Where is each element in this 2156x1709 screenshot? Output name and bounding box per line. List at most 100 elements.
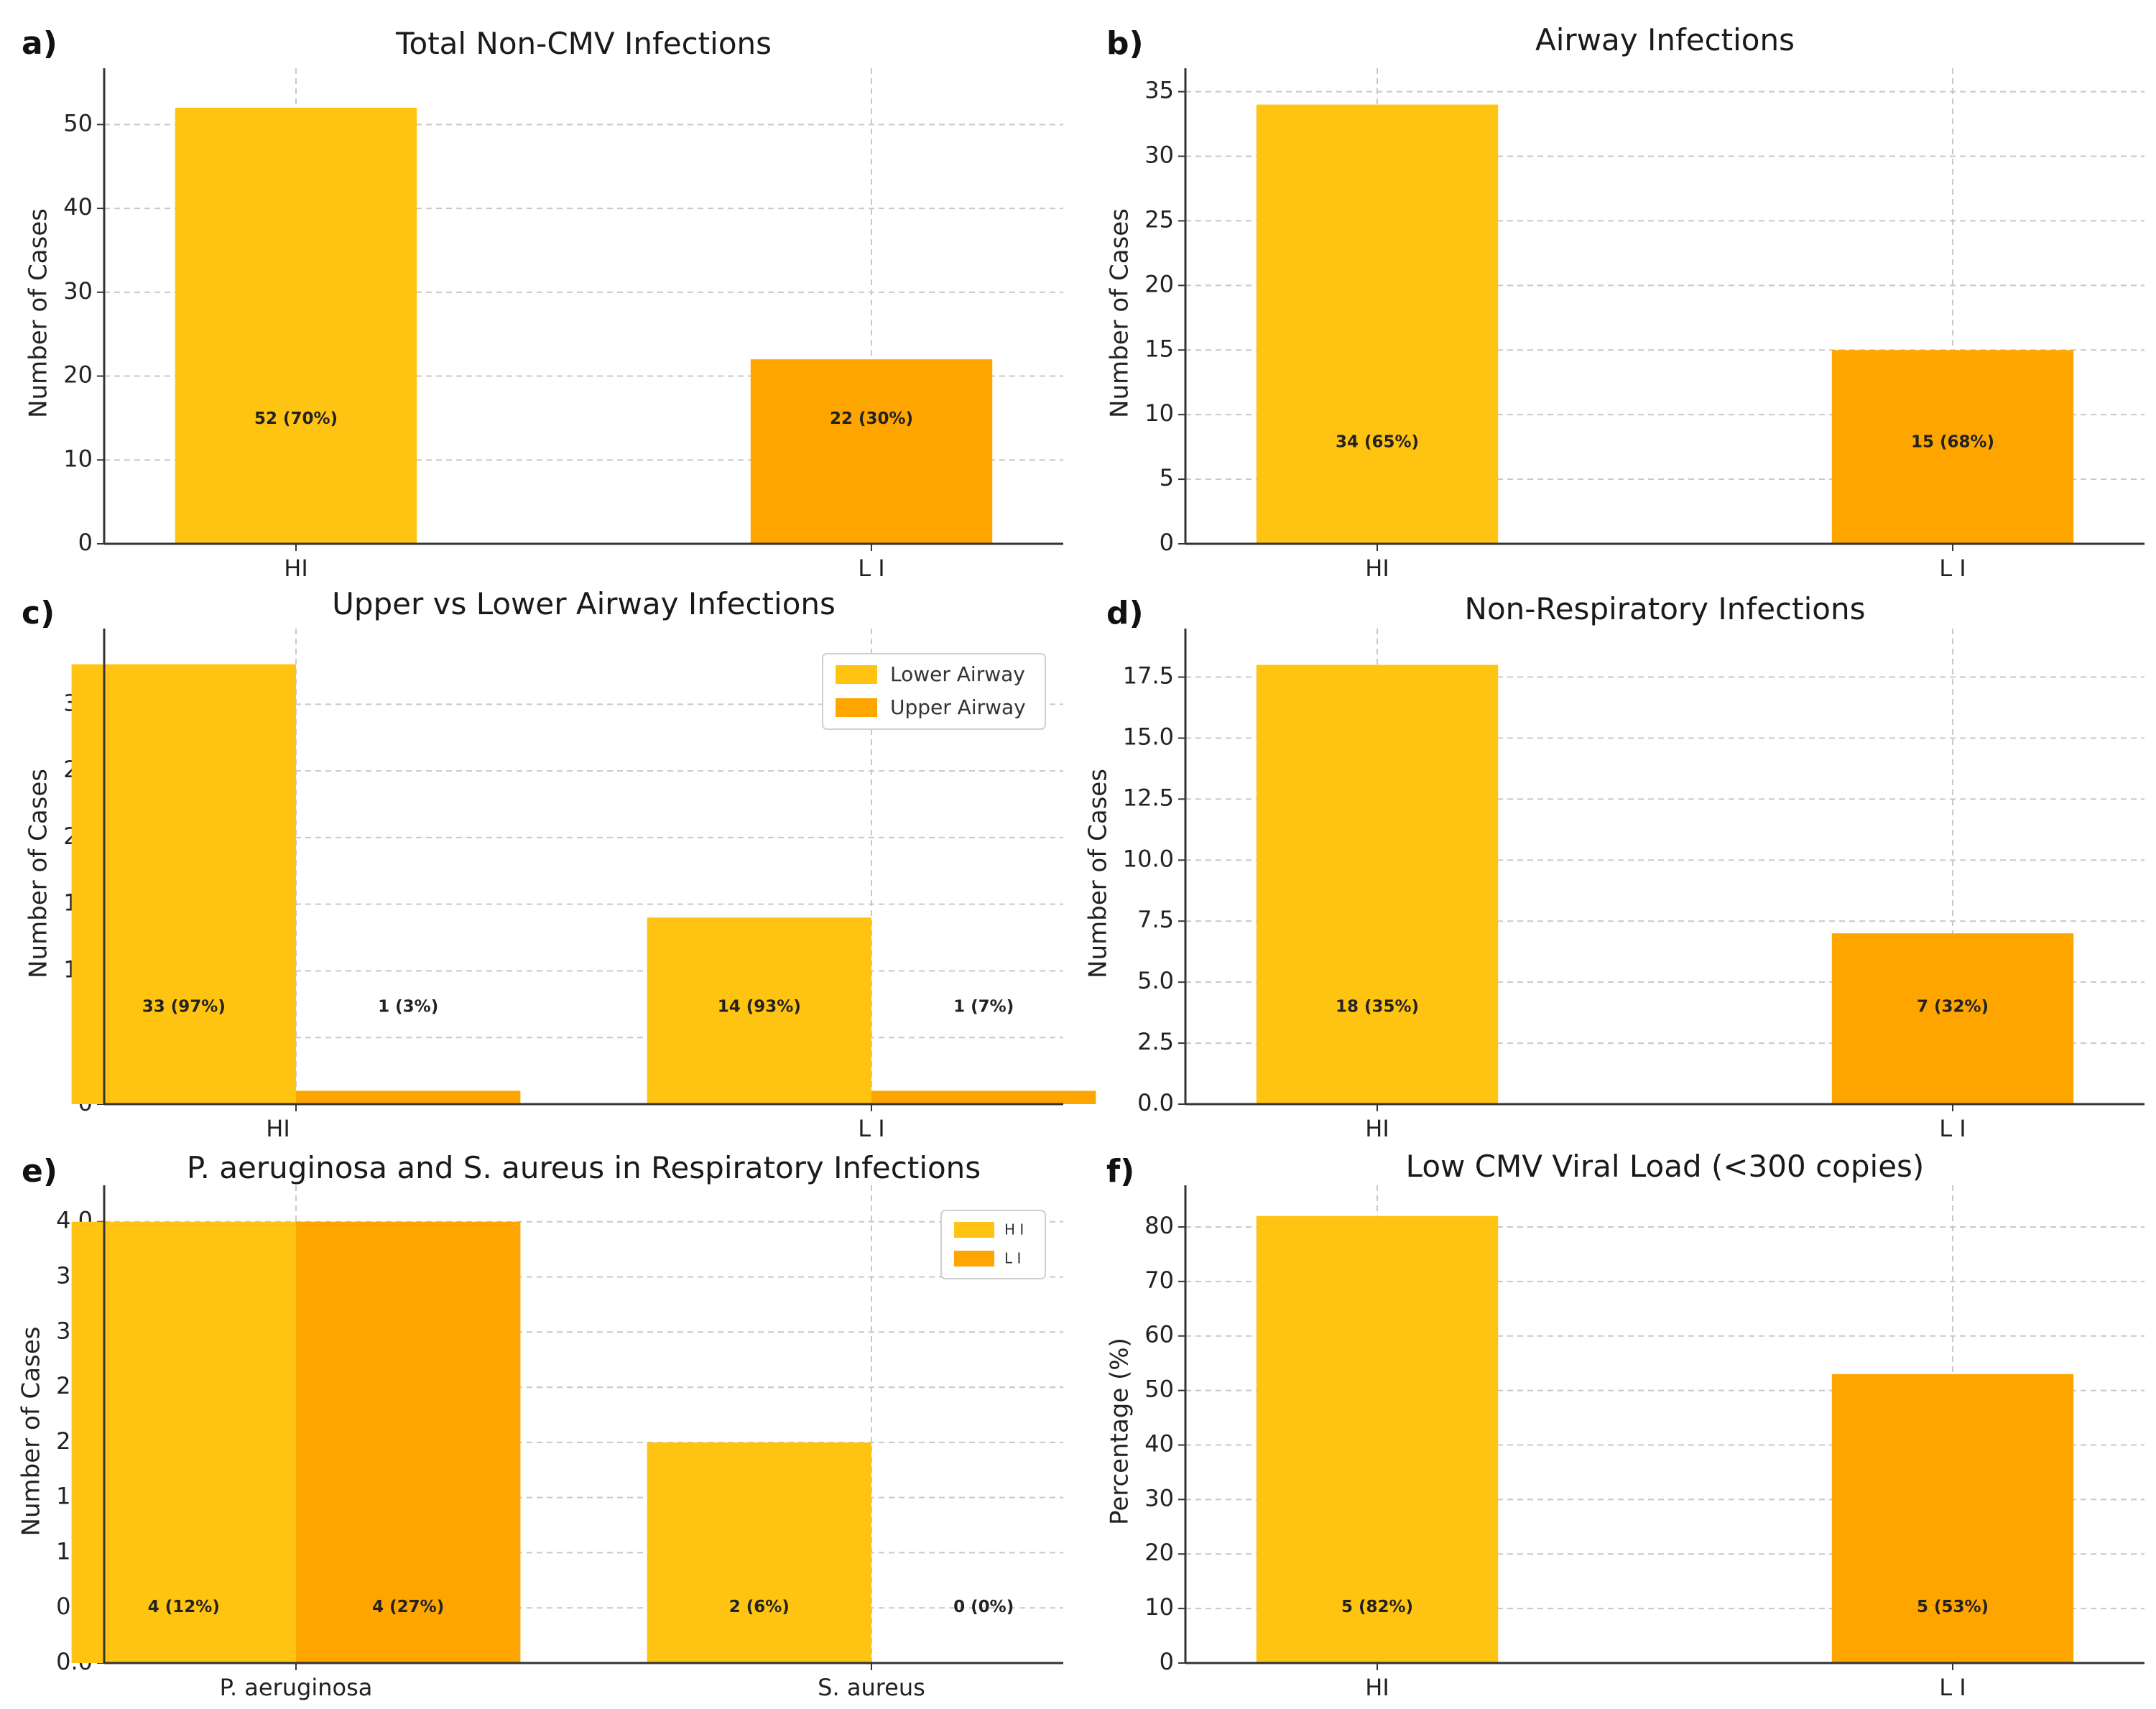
chart-title: Non-Respiratory Infections xyxy=(1465,591,1866,626)
x-tick-label: HI xyxy=(284,555,308,582)
y-tick-label: 15.0 xyxy=(1123,723,1174,750)
panel-letter: b) xyxy=(1106,25,1144,62)
data-label: 18 (35%) xyxy=(1336,998,1419,1016)
chart-title: Airway Infections xyxy=(1535,22,1795,57)
y-tick-label: 0 xyxy=(1160,529,1174,556)
y-tick-label: 5 xyxy=(1160,464,1174,491)
data-label: 34 (65%) xyxy=(1336,432,1419,451)
bar xyxy=(647,1442,871,1663)
y-axis-label: Number of Cases xyxy=(24,208,53,418)
legend-swatch xyxy=(836,665,877,684)
x-tick-label: L I xyxy=(1939,1115,1966,1142)
x-tick-label: HI xyxy=(1365,1674,1389,1701)
bar xyxy=(175,108,417,544)
legend-swatch xyxy=(954,1251,994,1266)
y-tick-label: 0 xyxy=(78,529,93,556)
bars: 33 (97%) 14 (93%) 1 (3%) 1 (7%) xyxy=(71,664,1096,1104)
y-axis-label: Number of Cases xyxy=(17,1327,46,1537)
y-axis-label: Number of Cases xyxy=(1106,208,1134,418)
y-tick-label: 10 xyxy=(63,445,93,472)
y-tick-label: 17.5 xyxy=(1123,662,1174,690)
data-label: 22 (30%) xyxy=(830,409,913,428)
chart-panel-4: d) Non-Respiratory Infections Number of Ca… xyxy=(1084,591,2145,1142)
y-tick-label: 15 xyxy=(1144,335,1174,362)
y-tick-label: 40 xyxy=(63,193,93,221)
y-tick-label: 30 xyxy=(63,277,93,305)
legend-entry: L I xyxy=(1004,1250,1021,1267)
chart-title: P. aeruginosa and S. aureus in Respirato… xyxy=(187,1150,981,1185)
chart-panel-6: f) Low CMV Viral Load (<300 copies) Percen… xyxy=(1106,1149,2145,1701)
bar xyxy=(871,1090,1096,1104)
y-tick-label: 20 xyxy=(63,361,93,389)
y-tick-label: 10.0 xyxy=(1123,845,1174,872)
x-tick-label: HI xyxy=(1365,555,1389,582)
bar xyxy=(1831,350,2074,544)
x-tick-label: L I xyxy=(858,1115,884,1142)
bar xyxy=(71,664,297,1104)
bars: 4 (12%) 2 (6%) 4 (27%) 0 (0%) xyxy=(71,1221,1014,1663)
x-tick-label: HI xyxy=(1365,1115,1389,1142)
y-tick-label: 50 xyxy=(63,109,93,136)
x-tick-label: P. aeruginosa xyxy=(220,1674,373,1701)
x-tick-label: S. aureus xyxy=(818,1674,925,1701)
y-tick-label: 20 xyxy=(1144,270,1174,297)
data-label: 52 (70%) xyxy=(254,409,338,428)
x-tick-label: L I xyxy=(858,555,884,582)
y-tick-label: 7.5 xyxy=(1137,906,1174,933)
y-tick-label: 25 xyxy=(1144,205,1174,233)
y-tick-label: 30 xyxy=(1144,1484,1174,1511)
y-tick-label: 50 xyxy=(1144,1376,1174,1403)
bar xyxy=(1831,933,2074,1104)
bars: 18 (35%) 7 (32%) xyxy=(1256,664,2074,1104)
data-label: 5 (82%) xyxy=(1341,1598,1413,1616)
y-tick-label: 12.5 xyxy=(1123,784,1174,811)
legend-entry: H I xyxy=(1004,1221,1024,1238)
y-tick-label: 80 xyxy=(1144,1212,1174,1239)
y-tick-label: 40 xyxy=(1144,1430,1174,1457)
x-tick-label: L I xyxy=(1939,555,1966,582)
data-label: 1 (7%) xyxy=(953,998,1014,1016)
legend: H I L I xyxy=(940,1210,1046,1279)
y-tick-label: 30 xyxy=(1144,142,1174,169)
bar xyxy=(296,1090,521,1104)
data-label: 0 (0%) xyxy=(953,1598,1014,1616)
bars: 52 (70%) 22 (30%) xyxy=(175,108,993,544)
y-axis-label: Percentage (%) xyxy=(1106,1338,1134,1525)
y-axis-label: Number of Cases xyxy=(1084,769,1113,978)
panel-letter: a) xyxy=(22,25,57,62)
data-label: 14 (93%) xyxy=(718,998,801,1016)
y-tick-label: 35 xyxy=(1144,77,1174,104)
y-tick-label: 20 xyxy=(1144,1539,1174,1566)
x-tick-label: HI xyxy=(266,1115,290,1142)
legend-swatch xyxy=(836,698,877,717)
bar xyxy=(1256,104,1499,545)
legend-frame xyxy=(822,653,1046,730)
chart-panel-3: c) Upper vs Lower Airway Infections Number… xyxy=(22,586,1096,1142)
bars: 34 (65%) 15 (68%) xyxy=(1256,104,2074,545)
y-tick-label: 0.0 xyxy=(1137,1089,1174,1116)
data-label: 4 (27%) xyxy=(372,1598,444,1616)
chart-title: Upper vs Lower Airway Infections xyxy=(332,586,836,621)
chart-panel-2: b) Airway Infections Number of Cases 0 5 10 15… xyxy=(1106,22,2145,582)
x-tick-label: L I xyxy=(1939,1674,1966,1701)
y-tick-label: 60 xyxy=(1144,1321,1174,1348)
bar xyxy=(647,917,871,1104)
legend-entry: Upper Airway xyxy=(890,695,1026,719)
chart-panel-1: a) Total Non-CMV Infections Number of Case… xyxy=(22,25,1063,582)
y-tick-label: 2.5 xyxy=(1137,1028,1174,1055)
legend-swatch xyxy=(954,1222,994,1238)
data-label: 2 (6%) xyxy=(729,1598,790,1616)
data-label: 7 (32%) xyxy=(1917,998,1989,1016)
legend: Lower Airway Upper Airway xyxy=(822,653,1046,730)
data-label: 15 (68%) xyxy=(1911,432,1994,451)
data-label: 1 (3%) xyxy=(378,998,438,1016)
bar xyxy=(1256,1215,1499,1663)
chart-panel-5: e) P. aeruginosa and S. aureus in Respira… xyxy=(17,1150,1063,1701)
y-axis-label: Number of Cases xyxy=(24,769,53,978)
y-tick-label: 10 xyxy=(1144,399,1174,427)
panel-letter: e) xyxy=(22,1153,57,1190)
data-label: 5 (53%) xyxy=(1917,1598,1989,1616)
chart-title: Total Non-CMV Infections xyxy=(395,26,772,61)
y-tick-label: 10 xyxy=(1144,1593,1174,1621)
